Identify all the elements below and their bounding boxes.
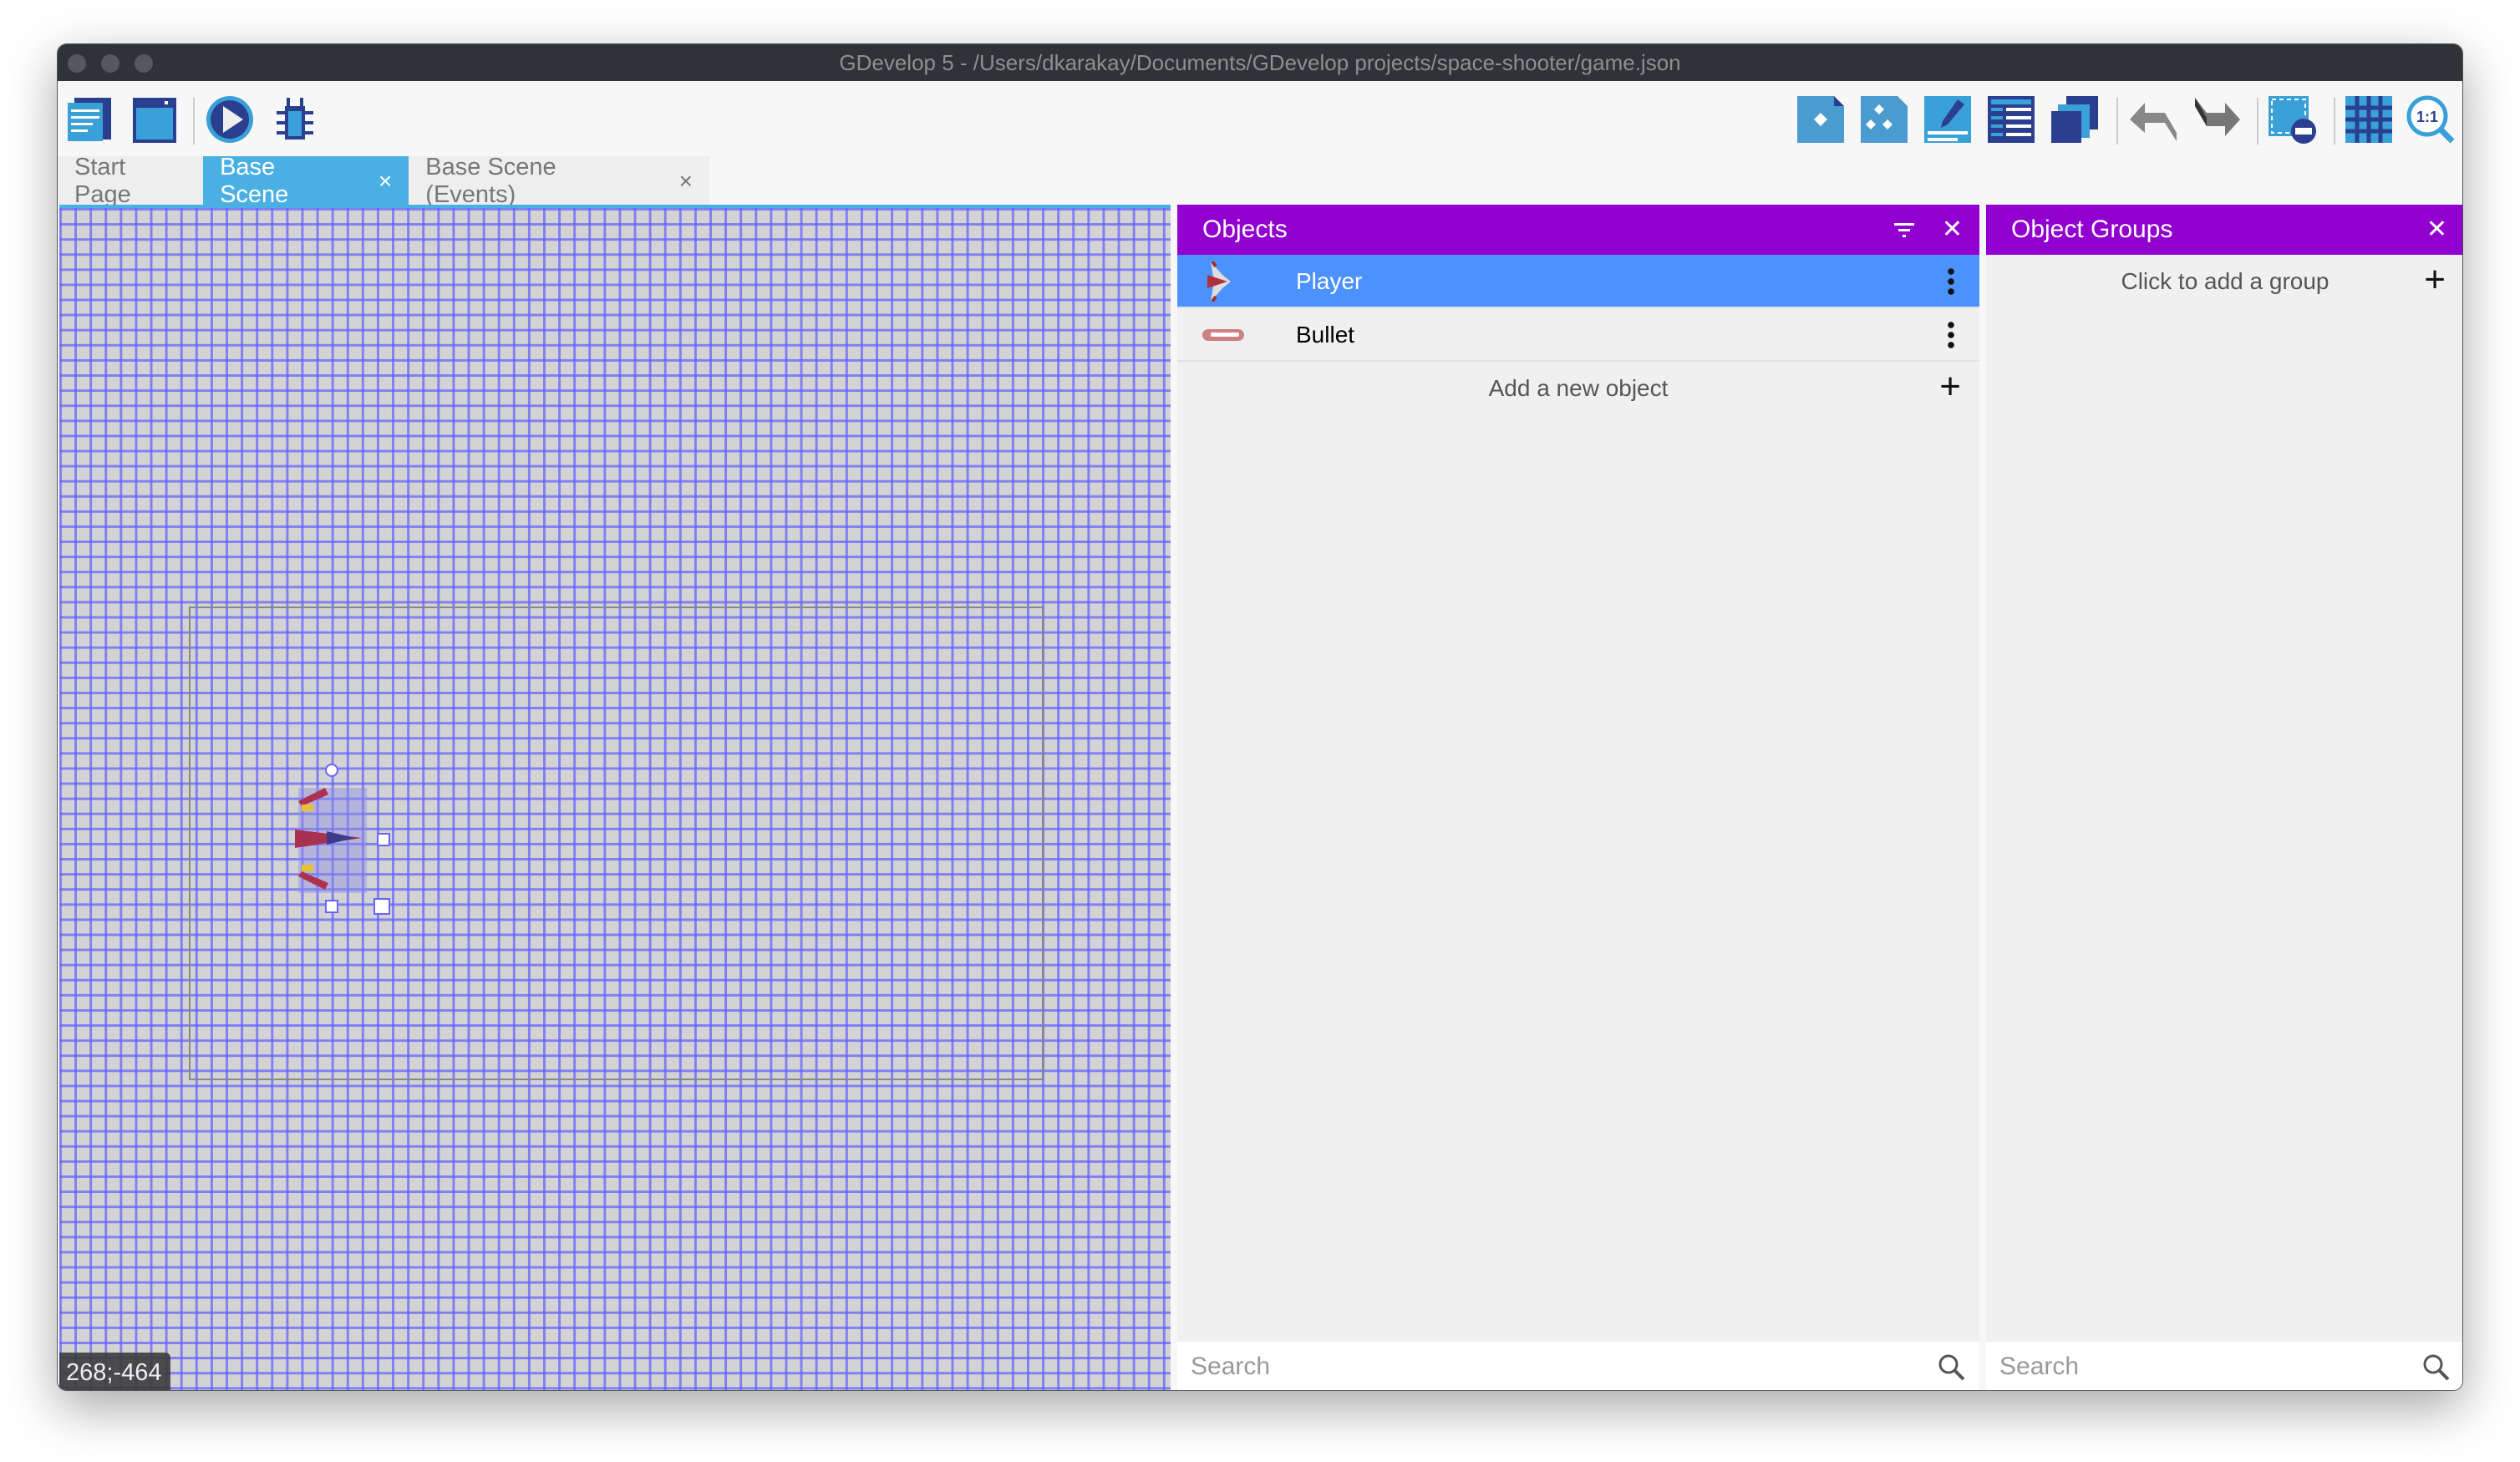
toolbar-divider [2257,98,2258,145]
window-title: GDevelop 5 - /Users/dkarakay/Documents/G… [839,50,1681,75]
close-panel-icon[interactable]: ✕ [2426,216,2447,243]
grid-icon[interactable] [2344,94,2394,145]
more-options-icon[interactable] [1948,320,1954,350]
panel-title: Objects [1202,216,1288,243]
tab-base-scene-events[interactable]: Base Scene (Events) × [409,154,709,208]
resize-handle-bottom[interactable] [325,900,338,913]
tab-start-page[interactable]: Start Page [58,154,203,208]
search-icon [1938,1354,1965,1381]
search-icon [2423,1354,2450,1381]
rotate-handle[interactable] [325,764,338,777]
properties-icon[interactable] [1923,94,1973,145]
add-object-button[interactable]: Add a new object + [1177,362,1979,415]
objects-panel-icon[interactable] [1796,94,1846,145]
plus-icon: + [2424,259,2446,300]
more-options-icon[interactable] [1948,267,1954,297]
toolbar-divider [2334,98,2335,145]
scene-canvas[interactable]: 268;-464 [59,205,1171,1390]
maximize-window-button[interactable] [135,54,153,73]
close-tab-icon[interactable]: × [378,168,393,194]
redo-icon[interactable] [2192,94,2242,145]
toolbar: 1:1 [58,81,2462,158]
plus-icon: + [1939,366,1961,407]
player-instance[interactable] [295,784,367,893]
toolbar-divider [2116,98,2118,145]
objects-panel-header: Objects ✕ [1177,205,1979,255]
resize-handle-corner[interactable] [373,898,390,915]
object-groups-header: Object Groups ✕ [1986,205,2462,255]
resize-handle-right[interactable] [377,833,390,846]
groups-search-input[interactable]: Search [1986,1342,2462,1390]
tab-label: Base Scene [220,154,289,208]
zoom-fit-icon[interactable] [2267,94,2317,145]
undo-icon[interactable] [2128,94,2178,145]
object-name: Bullet [1296,322,1355,348]
player-thumbnail-icon [1207,261,1231,302]
object-groups-panel: Object Groups ✕ Click to add a group + Sea… [1986,205,2462,1390]
add-group-button[interactable]: Click to add a group + [1986,255,2462,308]
debugger-bug-icon[interactable] [270,94,320,145]
svg-text:1:1: 1:1 [2416,109,2438,125]
cursor-coordinates: 268;-464 [59,1353,170,1390]
object-name: Player [1296,268,1363,294]
player-sprite [295,788,362,890]
search-placeholder: Search [1191,1353,1271,1380]
close-panel-icon[interactable]: ✕ [1941,216,1963,243]
bullet-thumbnail-icon [1202,329,1244,341]
zoom-reset-icon[interactable]: 1:1 [2406,94,2456,145]
preview-play-icon[interactable] [205,94,255,145]
project-manager-icon[interactable] [64,94,114,145]
add-group-label: Click to add a group [2121,268,2329,294]
search-placeholder: Search [1999,1353,2080,1380]
tab-bar: Start Page Base Scene × Base Scene (Event… [58,154,709,208]
app-window: GDevelop 5 - /Users/dkarakay/Documents/G… [57,43,2463,1391]
title-bar: GDevelop 5 - /Users/dkarakay/Documents/G… [58,44,2462,81]
tab-label: Start Page [74,154,131,208]
scene-properties-icon[interactable] [130,94,180,145]
instances-list-icon[interactable] [1986,94,2036,145]
close-tab-icon[interactable]: × [678,168,694,194]
add-object-label: Add a new object [1488,375,1669,401]
scene-bounds [189,607,1044,1080]
object-item-player[interactable]: Player [1177,255,1979,308]
object-groups-icon[interactable] [1859,94,1909,145]
layers-icon[interactable] [2050,94,2100,145]
tab-base-scene[interactable]: Base Scene × [203,154,409,208]
objects-search-input[interactable]: Search [1177,1342,1979,1390]
close-window-button[interactable] [68,54,86,73]
toolbar-divider [193,98,195,145]
objects-panel: Objects ✕ Player Bullet Add a new object… [1177,205,1979,1390]
tab-label: Base Scene (Events) [425,154,556,208]
minimize-window-button[interactable] [101,54,119,73]
panel-title: Object Groups [2011,216,2173,243]
object-item-bullet[interactable]: Bullet [1177,308,1979,362]
filter-icon[interactable] [1894,221,1914,238]
